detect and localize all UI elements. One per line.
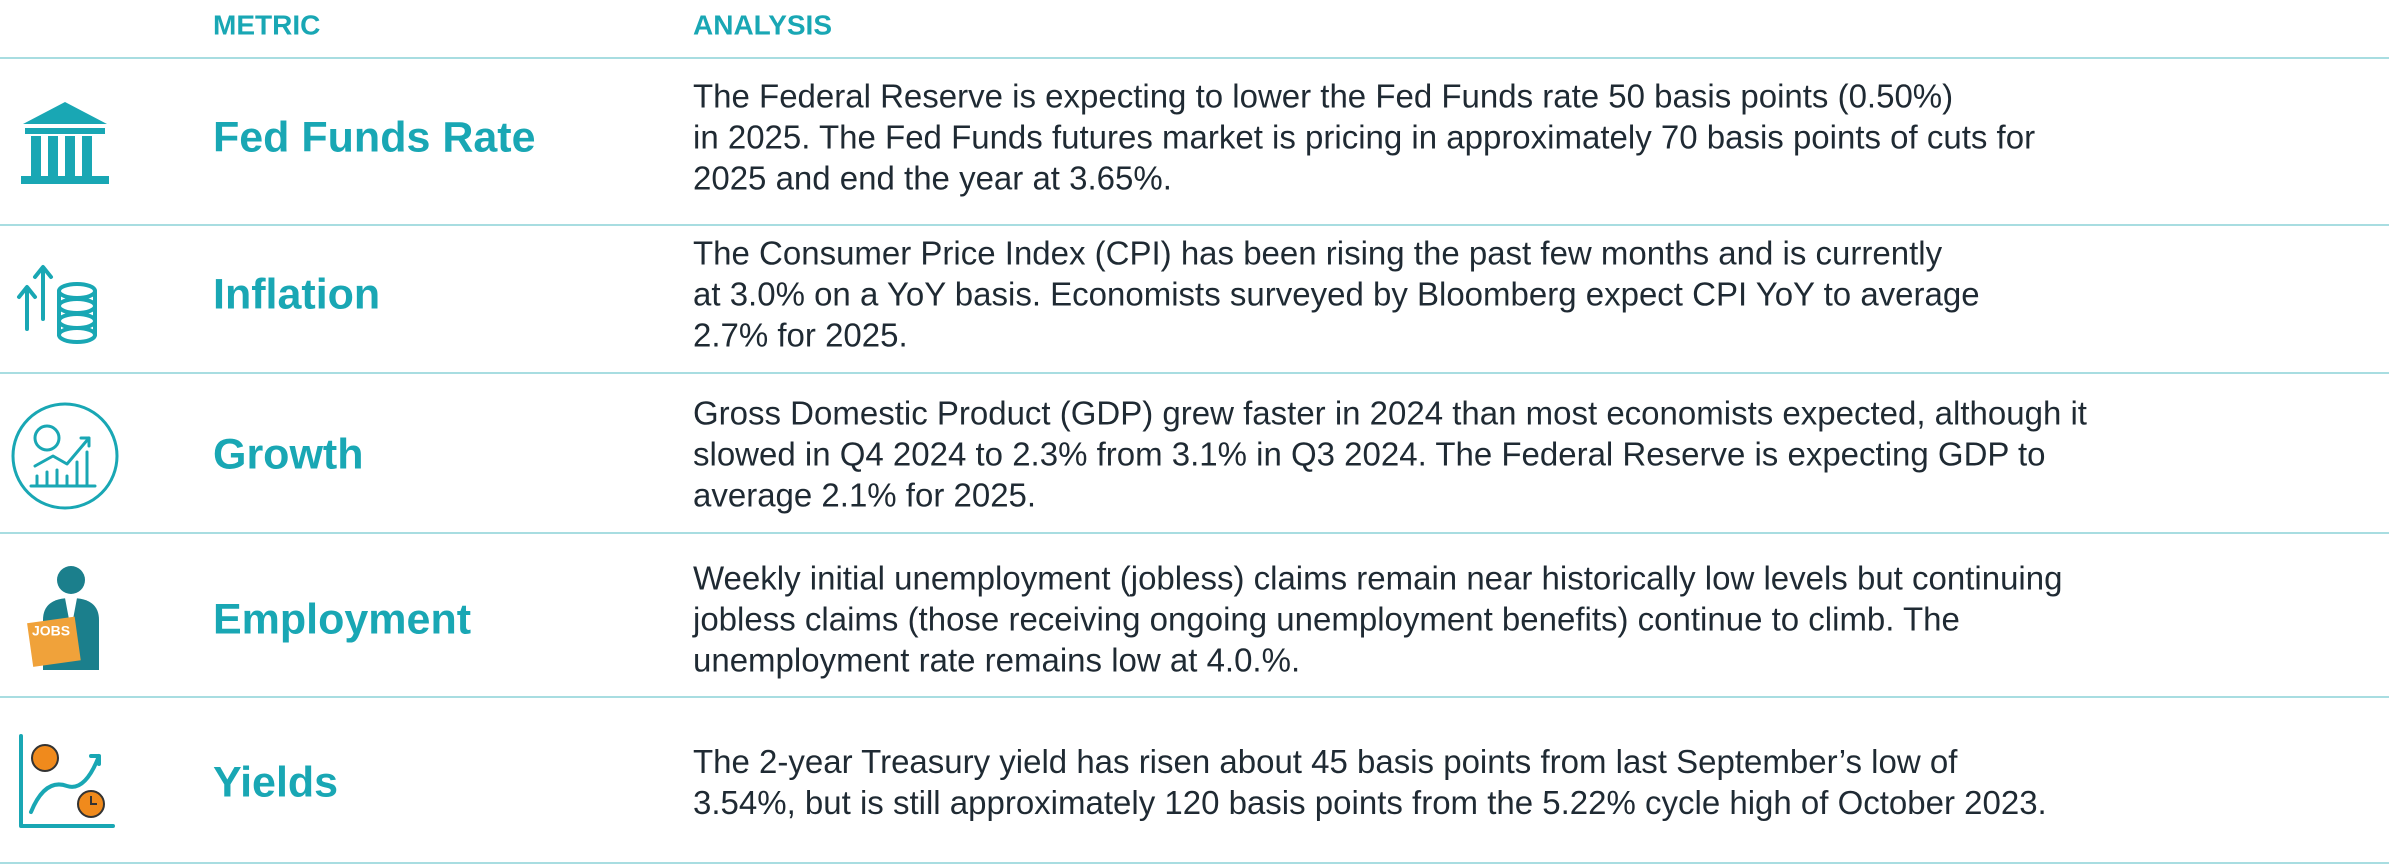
analysis-line: unemployment rate remains low at 4.0.%.: [693, 642, 1300, 679]
jobs-label: JOBS: [32, 623, 70, 639]
analysis-line: in 2025. The Fed Funds futures market is…: [693, 119, 2035, 156]
bank-icon: [21, 102, 109, 184]
analysis-line: The 2-year Treasury yield has risen abou…: [693, 743, 1958, 780]
metric-name: Employment: [213, 595, 471, 643]
metric-name: Inflation: [213, 270, 380, 318]
analysis-line: 3.54%, but is still approximately 120 ba…: [693, 784, 2047, 821]
analysis-line: The Consumer Price Index (CPI) has been …: [693, 235, 1943, 272]
analysis-line: Weekly initial unemployment (jobless) cl…: [693, 560, 2062, 597]
header-analysis: ANALYSIS: [693, 9, 832, 40]
metric-name: Growth: [213, 430, 363, 478]
analysis-line: 2025 and end the year at 3.65%.: [693, 160, 1172, 197]
metric-name: Yields: [213, 758, 338, 806]
analysis-line: 2.7% for 2025.: [693, 317, 908, 354]
analysis-line: jobless claims (those receiving ongoing …: [692, 601, 1960, 638]
analysis-line: average 2.1% for 2025.: [693, 477, 1036, 514]
analysis-line: The Federal Reserve is expecting to lowe…: [693, 78, 1953, 115]
employment-icon: JOBS: [27, 566, 99, 670]
header-metric: METRIC: [213, 9, 320, 40]
analysis-line: at 3.0% on a YoY basis. Economists surve…: [693, 276, 1980, 313]
inflation-icon: [17, 265, 97, 344]
metric-name: Fed Funds Rate: [213, 113, 536, 161]
analysis-line: slowed in Q4 2024 to 2.3% from 3.1% in Q…: [693, 436, 2046, 473]
growth-icon: [11, 402, 119, 510]
analysis-line: Gross Domestic Product (GDP) grew faster…: [693, 395, 2087, 432]
yields-icon: [19, 734, 115, 828]
